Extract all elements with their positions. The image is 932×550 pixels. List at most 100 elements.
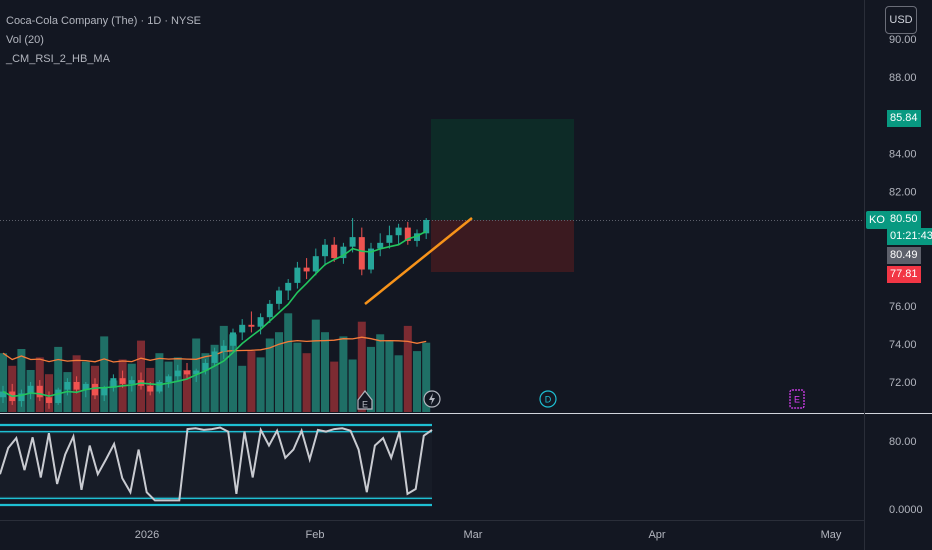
volume-bar [210,344,219,412]
candle [285,279,292,301]
price-axis-label: 88.00 [889,72,917,84]
volume-bar [376,334,385,412]
volume-bar [394,355,403,412]
candle [340,242,347,264]
candle [257,313,264,335]
candle [239,319,246,341]
volume-bar [403,325,412,412]
candle [349,218,356,253]
volume-bar [0,353,7,412]
volume-bar [256,357,265,412]
candle [119,370,126,388]
volume-bar [100,336,109,412]
candle [174,364,181,382]
osc-axis-label-high: 80.00 [889,436,917,448]
volume-bar [385,340,394,412]
candles [0,218,430,409]
volume-bar [422,342,431,412]
earnings-marker[interactable]: E [357,390,373,410]
candle [220,340,227,360]
time-label-mar: Mar [464,529,483,541]
candle [18,389,25,407]
osc-axis-label-low: 0.0000 [889,504,923,516]
candle [230,328,236,352]
volume-bar [348,359,357,412]
price-axis-label: 76.00 [889,301,917,313]
candle [395,223,402,245]
candle [404,221,411,245]
price-axis[interactable]: 90.00 88.00 84.00 82.00 76.00 74.00 72.00 [889,34,917,389]
candle [64,378,71,396]
moving-average-line [2,230,427,398]
price-axis-label: 84.00 [889,148,917,160]
candle [303,258,310,280]
volume-bar [109,380,118,412]
time-label-feb: Feb [306,529,325,541]
time-label-may: May [821,529,842,541]
candle [423,218,430,240]
candle [110,374,117,392]
volume-bar [219,325,228,412]
last-price-tag: 80.50 [887,211,921,228]
price-axis-label: 82.00 [889,186,917,198]
rsi-pane[interactable] [0,423,433,507]
volume-bar [238,365,247,412]
volume-bar [321,332,329,412]
candle [165,374,172,388]
volume-bar [183,370,191,412]
time-label-apr: Apr [648,529,665,541]
candle [184,362,190,379]
volume-bar [173,357,182,412]
volume-bar [367,346,375,412]
candle [294,261,301,289]
candle [73,376,80,394]
trendline[interactable] [364,217,473,305]
earnings-label: E [362,399,368,409]
lightning-icon [429,393,435,405]
stop-price-tag: 77.81 [887,266,921,283]
candle [156,380,163,394]
candle [55,387,62,405]
volume-bar [413,351,421,412]
symbol-tag: KO [866,211,888,229]
candle [276,286,282,310]
target-zone[interactable] [431,119,574,220]
candle [248,311,255,333]
candle [27,382,34,400]
currency-button[interactable]: USD [885,6,917,34]
future-earnings-label: E [794,394,800,404]
candle [36,380,43,402]
candle [312,248,319,276]
symbol-title[interactable]: Coca-Cola Company (The) · 1D · NYSE [6,15,202,27]
volume-bar [293,342,302,412]
stop-zone[interactable] [431,220,574,272]
dividend-label: D [545,394,552,404]
candle [377,233,384,257]
candle [46,391,52,409]
countdown-tag: 01:21:43 [887,228,932,245]
chart-legend[interactable]: Coca-Cola Company (The) · 1D · NYSE Vol … [6,12,201,69]
candle [202,359,209,375]
prev-close-tag: 80.49 [887,247,921,264]
candle [128,376,135,392]
volume-bar [54,346,63,412]
dividend-marker[interactable]: D [539,390,557,408]
price-axis-label: 74.00 [889,339,917,351]
candle [368,242,374,274]
rsi-indicator-label[interactable]: _CM_RSI_2_HB_MA [6,53,110,65]
volume-bar [265,338,274,412]
time-label-2026: 2026 [135,529,159,541]
future-earnings-marker[interactable]: E [789,389,805,409]
candle [386,225,393,249]
candle [331,237,338,262]
split-marker[interactable] [423,390,441,408]
rsi-band-fill [0,432,432,498]
price-axis-label: 90.00 [889,34,917,46]
candle [266,300,273,323]
time-axis[interactable]: 2026 Feb Mar Apr May [135,529,842,541]
volume-bar [229,334,237,412]
volume-bar [302,353,311,412]
volume-bar [247,351,256,412]
volume-indicator-label[interactable]: Vol (20) [6,34,44,46]
